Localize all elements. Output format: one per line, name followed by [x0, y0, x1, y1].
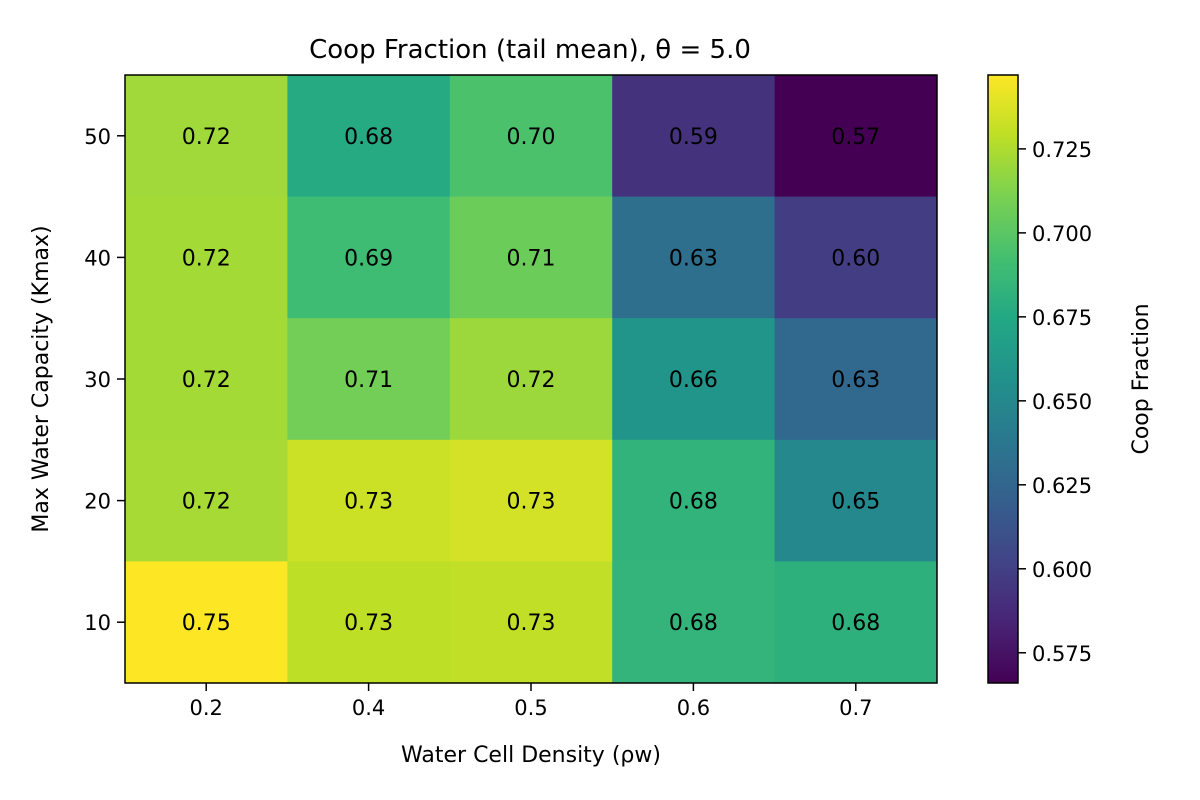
heatmap-cell	[287, 318, 451, 441]
heatmap-cell	[125, 561, 288, 684]
heatmap-cell-label: 0.63	[831, 368, 880, 393]
heatmap-cell	[125, 196, 288, 319]
y-tick-label: 50	[84, 125, 111, 149]
heatmap-cell	[449, 75, 613, 198]
chart-title: Coop Fraction (tail mean), θ = 5.0	[309, 35, 751, 65]
colorbar-frame	[987, 74, 1019, 684]
heatmap-cell	[125, 439, 288, 562]
heatmap-cell	[449, 561, 613, 684]
heatmap-cell-label: 0.63	[669, 246, 718, 271]
heatmap-cell-label: 0.73	[344, 490, 393, 515]
heatmap-cell	[287, 75, 451, 198]
heatmap-cell-label: 0.68	[669, 490, 718, 515]
heatmap-cell-label: 0.70	[507, 125, 556, 150]
y-axis-ticks: 50 40 30 20 10	[84, 125, 125, 635]
y-tick-label: 40	[84, 246, 111, 270]
heatmap-cell-label: 0.68	[344, 125, 393, 150]
y-tick-label: 10	[84, 611, 111, 635]
heatmap-cell	[287, 196, 451, 319]
heatmap-cell	[287, 561, 451, 684]
heatmap-cell	[287, 439, 451, 562]
heatmap-cell-label: 0.65	[831, 490, 880, 515]
heatmap-cell-label: 0.73	[344, 611, 393, 636]
colorbar-ticks: 0.575 0.600 0.625 0.650 0.675 0.700 0.725	[1018, 138, 1092, 666]
heatmap-cell-label: 0.75	[182, 611, 231, 636]
heatmap-cell	[774, 561, 938, 684]
heatmap-cell	[774, 318, 938, 441]
heatmap-cell-label: 0.71	[507, 246, 556, 271]
heatmap-cell	[449, 196, 613, 319]
x-tick-label: 0.5	[514, 696, 547, 720]
heatmap-cell-label: 0.72	[182, 490, 231, 515]
colorbar-label: Coop Fraction	[1129, 303, 1154, 454]
x-tick-label: 0.7	[839, 696, 872, 720]
heatmap-cells	[125, 75, 938, 684]
colorbar-tick-label: 0.625	[1032, 474, 1092, 498]
heatmap-cell-label: 0.73	[507, 490, 556, 515]
heatmap-cell	[125, 318, 288, 441]
x-tick-label: 0.6	[677, 696, 710, 720]
heatmap-cell-label: 0.72	[182, 125, 231, 150]
heatmap-cell	[125, 75, 288, 198]
x-tick-label: 0.4	[352, 696, 385, 720]
heatmap-cell-label: 0.60	[831, 246, 880, 271]
x-axis-ticks: 0.2 0.4 0.5 0.6 0.7	[189, 683, 873, 720]
heatmap-cell-label: 0.66	[669, 368, 718, 393]
heatmap-cell-label: 0.73	[507, 611, 556, 636]
colorbar	[988, 75, 1018, 683]
heatmap-cell-labels: 0.72 0.68 0.70 0.59 0.57 0.72 0.69 0.71 0.63 0.60…	[182, 125, 881, 636]
heatmap-cell	[612, 439, 776, 562]
colorbar-tick-label: 0.650	[1032, 390, 1092, 414]
heatmap-cell-label: 0.69	[344, 246, 393, 271]
heatmap-cell	[774, 196, 938, 319]
colorbar-tick-label: 0.700	[1032, 222, 1092, 246]
x-axis-label: Water Cell Density (ρw)	[401, 743, 661, 768]
heatmap-cell-label: 0.57	[831, 125, 880, 150]
colorbar-tick-label: 0.575	[1032, 642, 1092, 666]
heatmap-cell	[612, 561, 776, 684]
y-tick-label: 30	[84, 368, 111, 392]
heatmap-cell-label: 0.72	[182, 246, 231, 271]
heatmap-cell-label: 0.68	[669, 611, 718, 636]
heatmap-cell	[612, 75, 776, 198]
colorbar-tick-label: 0.600	[1032, 558, 1092, 582]
x-tick-label: 0.2	[189, 696, 222, 720]
heatmap-cell-label: 0.59	[669, 125, 718, 150]
heatmap-cell	[774, 439, 938, 562]
heatmap-cell	[774, 75, 938, 198]
heatmap-cell-label: 0.72	[507, 368, 556, 393]
heatmap-cell-label: 0.68	[831, 611, 880, 636]
heatmap-cell	[449, 318, 613, 441]
heatmap-cell	[612, 196, 776, 319]
heatmap-cell	[612, 318, 776, 441]
colorbar-tick-label: 0.725	[1032, 138, 1092, 162]
heatmap-cell-label: 0.71	[344, 368, 393, 393]
colorbar-tick-label: 0.675	[1032, 306, 1092, 330]
heatmap-cell	[449, 439, 613, 562]
y-tick-label: 20	[84, 490, 111, 514]
y-axis-label: Max Water Capacity (Kmax)	[29, 225, 54, 532]
heatmap-cell-label: 0.72	[182, 368, 231, 393]
